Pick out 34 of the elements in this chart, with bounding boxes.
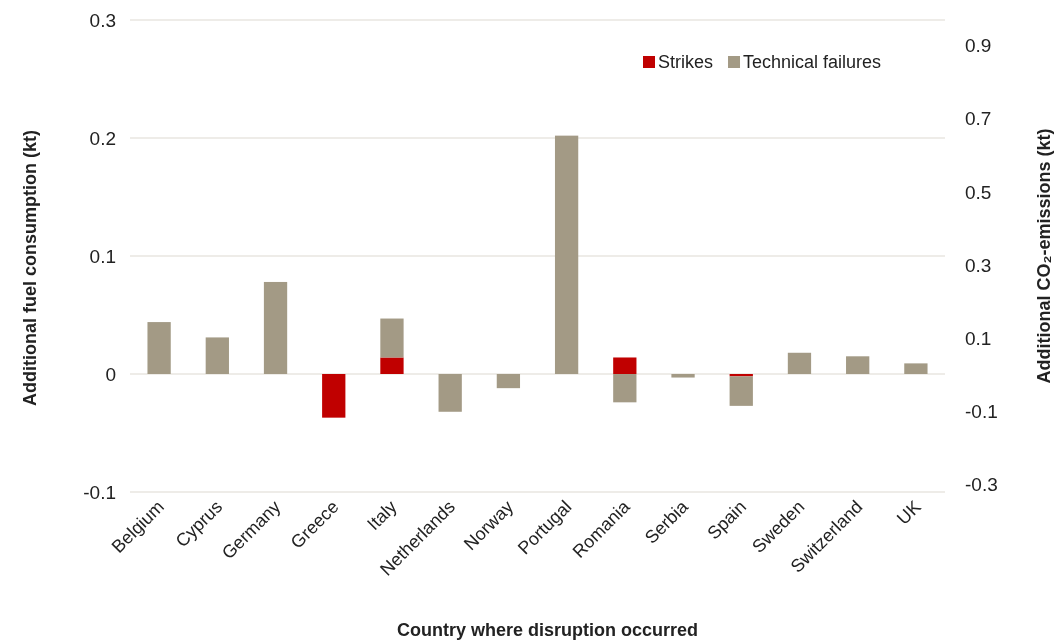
x-tick-label: UK [892, 496, 925, 529]
y-tick-label: 0 [105, 363, 116, 385]
bar [613, 357, 637, 374]
y-tick-label: -0.1 [83, 481, 116, 503]
y-tick-label: 0.2 [89, 127, 116, 149]
bar [380, 357, 404, 374]
y2-tick-label: -0.1 [965, 401, 998, 423]
bar [787, 352, 812, 374]
y2-tick-label: 0.1 [965, 327, 992, 349]
bar [205, 337, 229, 374]
bar [147, 322, 171, 374]
bar [554, 135, 579, 374]
y-tick-label: 0.1 [89, 245, 116, 267]
y2-axis-title: Additional CO₂-emissions (kt) [1034, 128, 1054, 384]
x-axis-title: Country where disruption occurred [396, 620, 699, 640]
bar [904, 363, 928, 374]
y-tick-label: 0.3 [89, 9, 116, 31]
bar [263, 281, 288, 374]
legend-label: Technical failures [743, 52, 882, 73]
bar [322, 374, 346, 418]
y2-tick-label: 0.9 [965, 35, 992, 57]
y2-tick-label: -0.3 [965, 474, 998, 496]
bar [496, 374, 521, 389]
bar [671, 374, 695, 378]
bar [613, 374, 637, 403]
bar [846, 356, 870, 374]
bar [380, 318, 404, 358]
y2-tick-label: 0.3 [965, 254, 992, 276]
bar [729, 376, 753, 406]
y2-tick-label: 0.5 [965, 181, 992, 203]
bar [438, 374, 462, 412]
y-axis-title: Additional fuel consumption (kt) [20, 130, 40, 406]
legend-label: Strikes [658, 52, 714, 73]
y2-tick-label: 0.7 [965, 108, 992, 130]
